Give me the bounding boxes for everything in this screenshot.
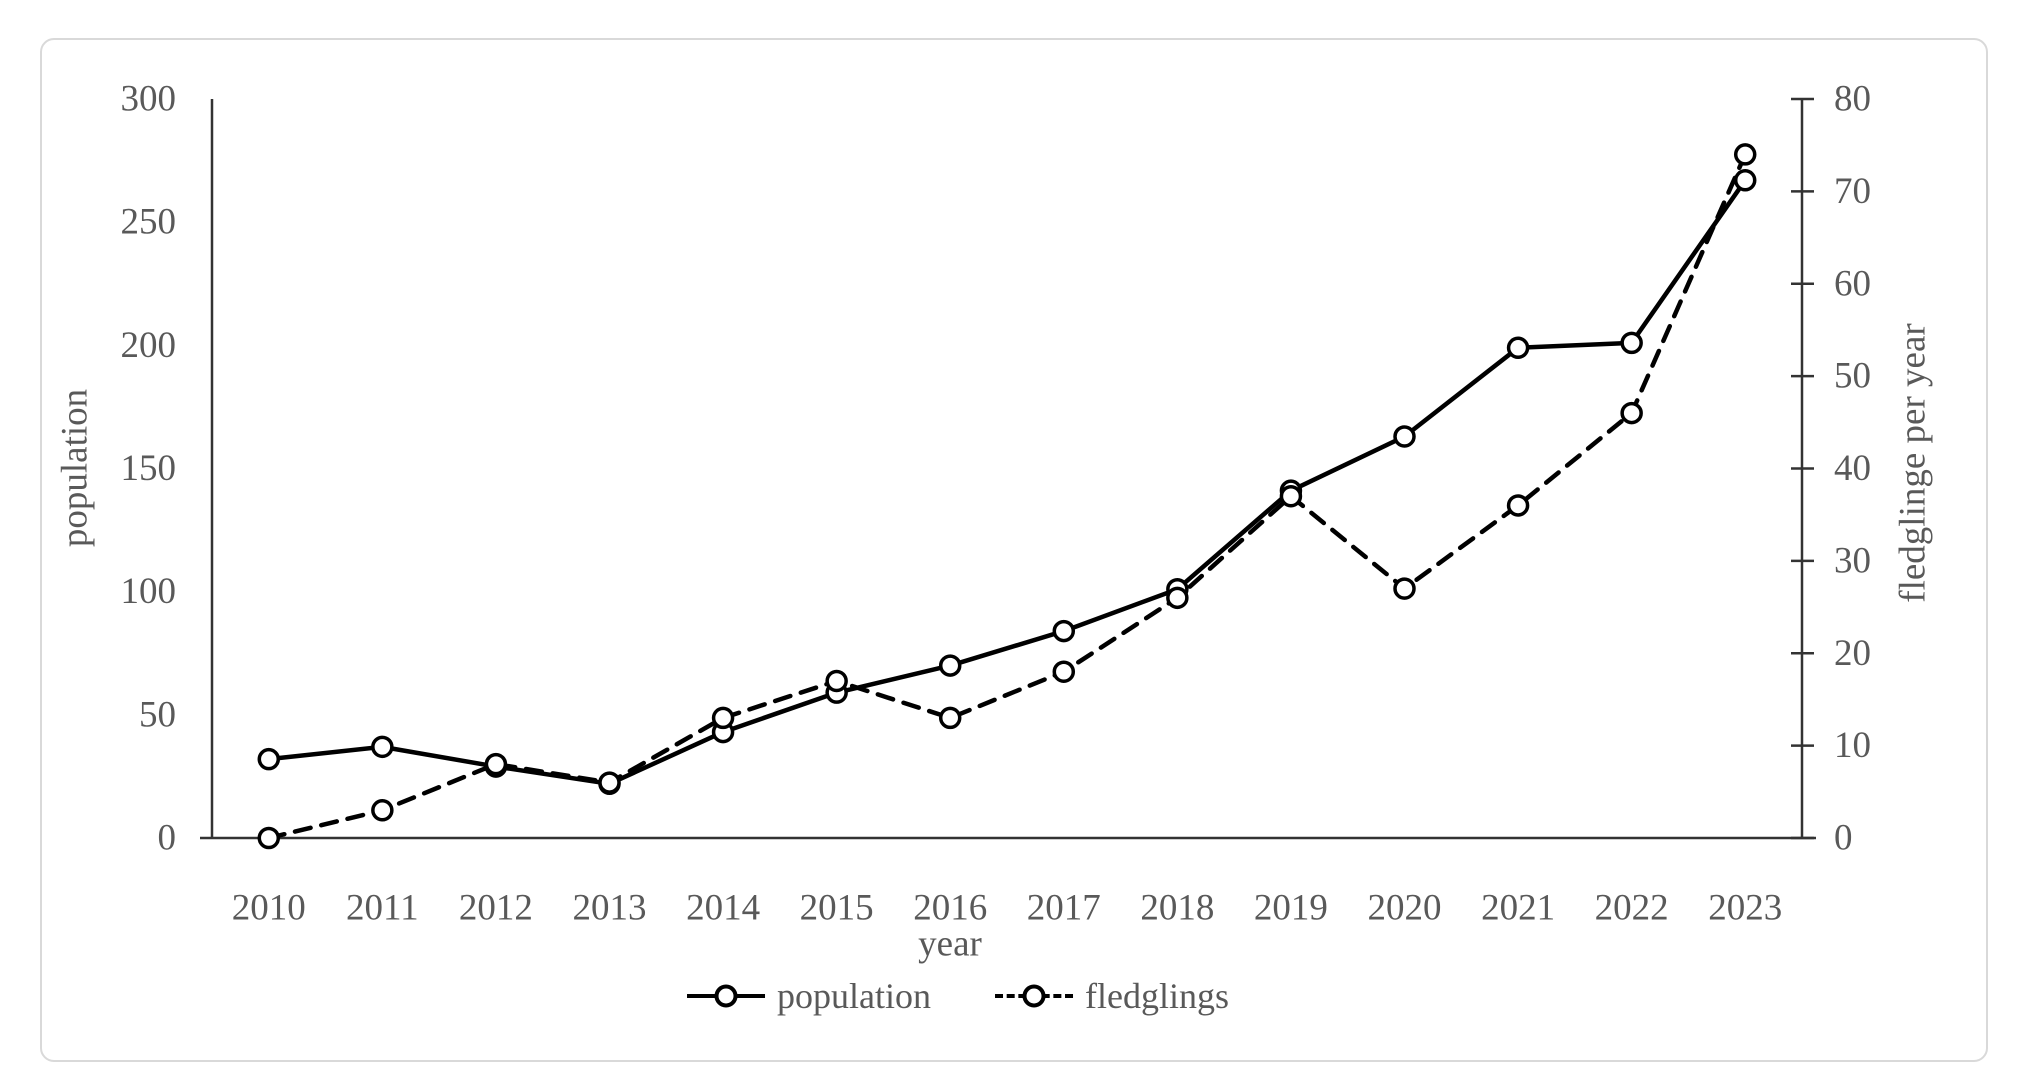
right-axis-tick-label: 30 <box>1834 540 1871 581</box>
x-axis-tick-label: 2016 <box>913 888 987 929</box>
legend-label-population: population <box>777 976 931 1016</box>
series-line-fledglings <box>266 152 1748 841</box>
chart-legend: population fledglings <box>687 978 1229 1014</box>
x-axis-tick-label: 2010 <box>232 888 306 929</box>
right-axis-tick-label: 20 <box>1834 633 1871 674</box>
data-point-marker-fledglings <box>1393 577 1416 600</box>
x-axis-tick-label: 2013 <box>573 888 647 929</box>
x-axis-tick-label: 2018 <box>1140 888 1214 929</box>
data-point-marker-fledglings <box>484 752 508 776</box>
x-axis-tick-label: 2017 <box>1027 888 1101 929</box>
x-axis-tick-label: 2015 <box>800 888 874 929</box>
data-point-marker-population <box>1733 169 1757 192</box>
data-point-marker-fledglings <box>1506 494 1530 517</box>
right-axis-tick-label: 0 <box>1834 818 1853 859</box>
left-axis-tick-label: 50 <box>139 694 176 735</box>
data-point-marker-fledglings <box>371 799 394 822</box>
left-axis-title: population <box>54 388 96 548</box>
x-axis-title: year <box>918 923 982 965</box>
right-axis-tick-label: 70 <box>1834 171 1871 212</box>
data-point-marker-population <box>1506 336 1530 360</box>
x-axis-tick-label: 2011 <box>346 888 419 929</box>
chart-frame <box>40 38 1988 1062</box>
right-axis-title: fledglinge per year <box>1892 323 1934 603</box>
x-axis-tick-label: 2022 <box>1595 888 1669 929</box>
x-axis-tick-label: 2021 <box>1481 888 1555 929</box>
right-axis-tick-label: 60 <box>1834 263 1871 304</box>
left-axis-tick-label: 0 <box>158 818 177 859</box>
data-point-marker-fledglings <box>938 706 962 730</box>
x-axis-tick-label: 2014 <box>686 888 760 929</box>
legend-item-fledglings: fledglings <box>995 978 1229 1014</box>
data-point-marker-fledglings <box>1620 401 1643 425</box>
data-point-marker-fledglings <box>1052 660 1076 683</box>
right-axis-tick-label: 80 <box>1834 79 1871 120</box>
x-axis-tick-label: 2019 <box>1254 888 1328 929</box>
data-point-marker-population <box>257 747 281 771</box>
x-axis-tick-label: 2012 <box>459 888 533 929</box>
data-point-marker-fledglings <box>825 669 848 693</box>
data-point-marker-fledglings <box>1733 143 1757 166</box>
left-axis-tick-label: 150 <box>121 448 177 489</box>
data-point-marker-population <box>1620 331 1643 355</box>
x-axis-tick-label: 2023 <box>1708 888 1782 929</box>
data-point-marker-population <box>1393 425 1416 448</box>
data-point-marker-fledglings <box>1166 586 1189 610</box>
left-axis-tick-label: 100 <box>121 571 177 612</box>
legend-item-population: population <box>687 978 931 1014</box>
right-axis-tick-label: 50 <box>1834 356 1871 397</box>
x-axis-tick-label: 2020 <box>1368 888 1442 929</box>
data-point-marker-fledglings <box>711 706 735 730</box>
right-axis-tick-label: 10 <box>1834 725 1871 766</box>
data-point-marker-fledglings <box>598 771 621 794</box>
data-point-marker-population <box>1052 619 1076 643</box>
data-point-marker-fledglings <box>257 826 281 850</box>
right-axis-tick-label: 40 <box>1834 448 1871 489</box>
left-axis-tick-label: 300 <box>121 79 177 120</box>
left-axis-tick-label: 250 <box>121 202 177 243</box>
data-point-marker-population <box>938 654 962 677</box>
left-axis-tick-label: 200 <box>121 325 177 366</box>
data-point-marker-population <box>371 735 394 759</box>
legend-label-fledglings: fledglings <box>1085 976 1229 1016</box>
data-point-marker-fledglings <box>1279 484 1303 508</box>
